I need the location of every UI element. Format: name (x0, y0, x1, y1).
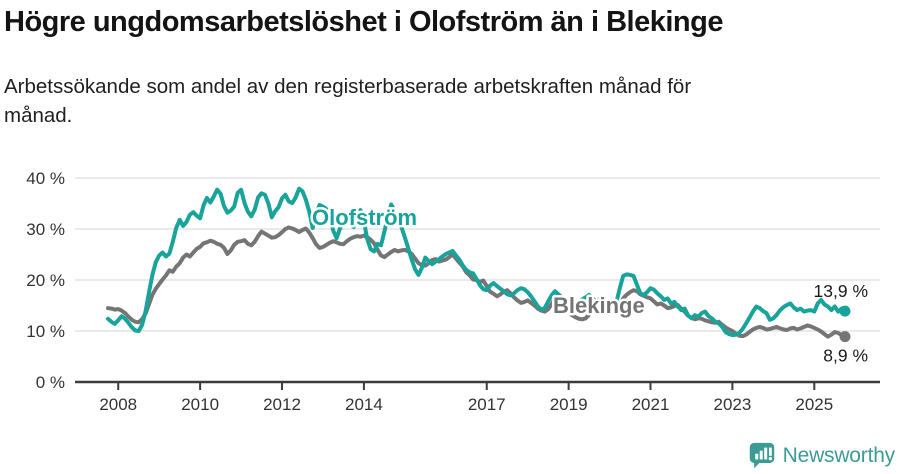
chart-subtitle: Arbetssökande som andel av den registerb… (4, 72, 844, 130)
y-tick-label: 20 % (26, 271, 65, 290)
x-tick-label: 2010 (181, 395, 219, 414)
series-name-label-blekinge: Blekinge (553, 293, 645, 318)
y-tick-label: 30 % (26, 220, 65, 239)
subtitle-line-2: månad. (4, 104, 73, 127)
subtitle-line-1: Arbetssökande som andel av den registerb… (4, 75, 692, 98)
y-axis-labels: 0 % 10 % 20 % 30 % 40 % (26, 169, 65, 392)
series-name-label-olofstrm: Olofström (312, 205, 417, 230)
x-tick-label: 2014 (345, 395, 383, 414)
series-lines (106, 186, 847, 339)
x-tick-label: 2023 (713, 395, 751, 414)
x-tick-label: 2012 (263, 395, 301, 414)
x-tick-label: 2017 (468, 395, 506, 414)
series-annotations: 13,9 % Olofström 8,9 % Blekinge (310, 203, 869, 366)
brand-name: Newsworthy (782, 443, 896, 467)
y-tick-label: 40 % (26, 169, 65, 188)
y-tick-label: 10 % (26, 322, 65, 341)
speech-bubble-bar-chart-icon (749, 442, 774, 469)
end-dot-blekinge (839, 331, 851, 343)
x-tick-label: 2019 (550, 395, 588, 414)
series-line-olofstrm (106, 186, 847, 338)
x-axis: 2008 2010 2012 2014 2017 2019 2021 2023 2025 (75, 380, 880, 414)
end-value-label: 8,9 % (823, 346, 868, 366)
x-tick-label: 2025 (795, 395, 833, 414)
x-tick-label: 2008 (99, 395, 137, 414)
end-dot-olofstrm (839, 305, 851, 317)
newsworthy-logo: Newsworthy (748, 441, 895, 470)
y-tick-label: 0 % (36, 373, 65, 392)
end-value-label: 13,9 % (814, 281, 868, 301)
x-tick-label: 2021 (632, 395, 670, 414)
page-title: Högre ungdomsarbetslöshet i Olofström än… (4, 6, 723, 38)
